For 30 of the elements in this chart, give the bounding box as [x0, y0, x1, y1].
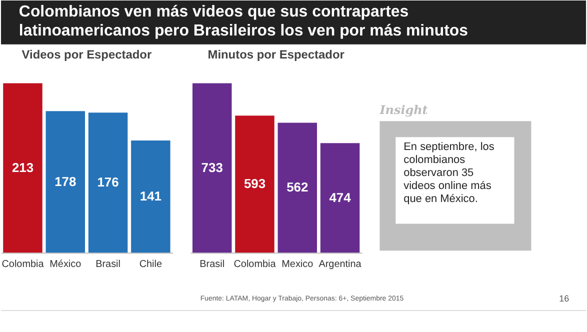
x-tick-label: Mexico: [282, 259, 314, 270]
data-label: 593: [244, 176, 266, 192]
chart-subtitle: Videos por Espectador: [22, 47, 152, 62]
bar: [88, 112, 128, 253]
text: Insight: [378, 103, 428, 118]
data-label: 141: [140, 188, 162, 204]
bar: [131, 140, 170, 253]
data-label: 474: [329, 190, 352, 205]
x-tick-label: Brasil: [200, 259, 225, 270]
data-label: 562: [286, 180, 308, 195]
bar: [320, 143, 360, 253]
text: 16: [559, 294, 570, 304]
bar: [278, 122, 317, 253]
x-tick-label: México: [50, 259, 82, 270]
data-label: 213: [12, 160, 34, 175]
x-tick-label: Colombia: [2, 259, 44, 270]
bar: [235, 116, 274, 253]
x-tick-label: Argentina: [318, 259, 362, 270]
data-label: 176: [97, 174, 119, 190]
data-label: 733: [201, 160, 223, 175]
bar: [3, 83, 42, 253]
x-tick-label: Chile: [139, 259, 162, 270]
data-label: 178: [54, 174, 76, 189]
bar: [192, 83, 232, 253]
chart-subtitle: Minutos por Espectador: [208, 47, 345, 62]
text: Colombianos ven más videos que sus contrapartes latinoamericanos pero Brasileiros los ven por más minutos: [18, 3, 468, 40]
bar: [46, 111, 85, 253]
text: En septiembre, los colombianos observaron 35 videos online más que en México.: [404, 141, 495, 205]
x-tick-label: Brasil: [96, 259, 120, 270]
x-tick-label: Colombia: [234, 259, 276, 270]
